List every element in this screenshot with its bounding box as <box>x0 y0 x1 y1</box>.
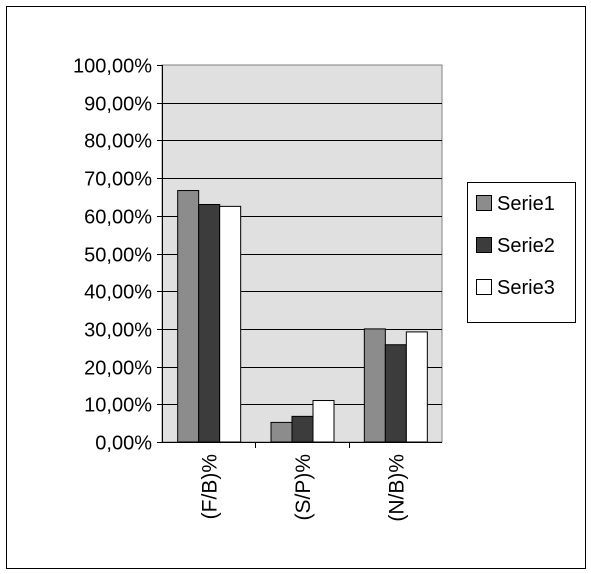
bar-serie2-2 <box>384 344 407 443</box>
legend-swatch-serie3 <box>476 279 492 295</box>
bar-serie1-2 <box>363 328 386 443</box>
y-tick-label: 20,00% <box>84 358 152 380</box>
legend-swatch-serie1 <box>476 195 492 211</box>
bar-serie3-1 <box>312 400 335 443</box>
legend-label-serie1: Serie1 <box>497 193 555 215</box>
x-tick-label: (F/B)% <box>199 454 222 519</box>
y-tick-label: 10,00% <box>84 395 152 417</box>
y-axis-ticks: 0,00% 10,00% 20,00% 30,00% 40,00% 50,00% 60,00… <box>73 56 162 455</box>
legend-label-serie2: Serie2 <box>497 235 555 257</box>
bar-serie2-1 <box>291 415 314 443</box>
legend-label-serie3: Serie3 <box>497 277 555 299</box>
y-tick-label: 90,00% <box>84 94 152 116</box>
legend: Serie1 Serie2 Serie3 <box>467 182 576 323</box>
bar-serie3-2 <box>405 331 428 443</box>
x-axis-ticks: (F/B)% (S/P)% (N/B)% <box>199 442 408 522</box>
y-tick-label: 40,00% <box>84 282 152 304</box>
bar-serie3-0 <box>219 205 242 443</box>
y-tick-label: 0,00% <box>95 433 152 455</box>
bar-serie1-1 <box>270 421 293 443</box>
legend-swatch-serie2 <box>476 237 492 253</box>
y-tick-label: 50,00% <box>84 245 152 267</box>
y-tick-label: 60,00% <box>84 207 152 229</box>
y-tick-label: 80,00% <box>84 131 152 153</box>
x-tick-label: (S/P)% <box>292 454 315 521</box>
bar-serie1-0 <box>177 190 200 443</box>
y-tick-label: 100,00% <box>73 56 152 78</box>
y-tick-label: 70,00% <box>84 169 152 191</box>
y-tick-label: 30,00% <box>84 320 152 342</box>
bars <box>177 190 428 443</box>
x-tick-label: (N/B)% <box>385 454 408 522</box>
bar-serie2-0 <box>198 203 221 443</box>
